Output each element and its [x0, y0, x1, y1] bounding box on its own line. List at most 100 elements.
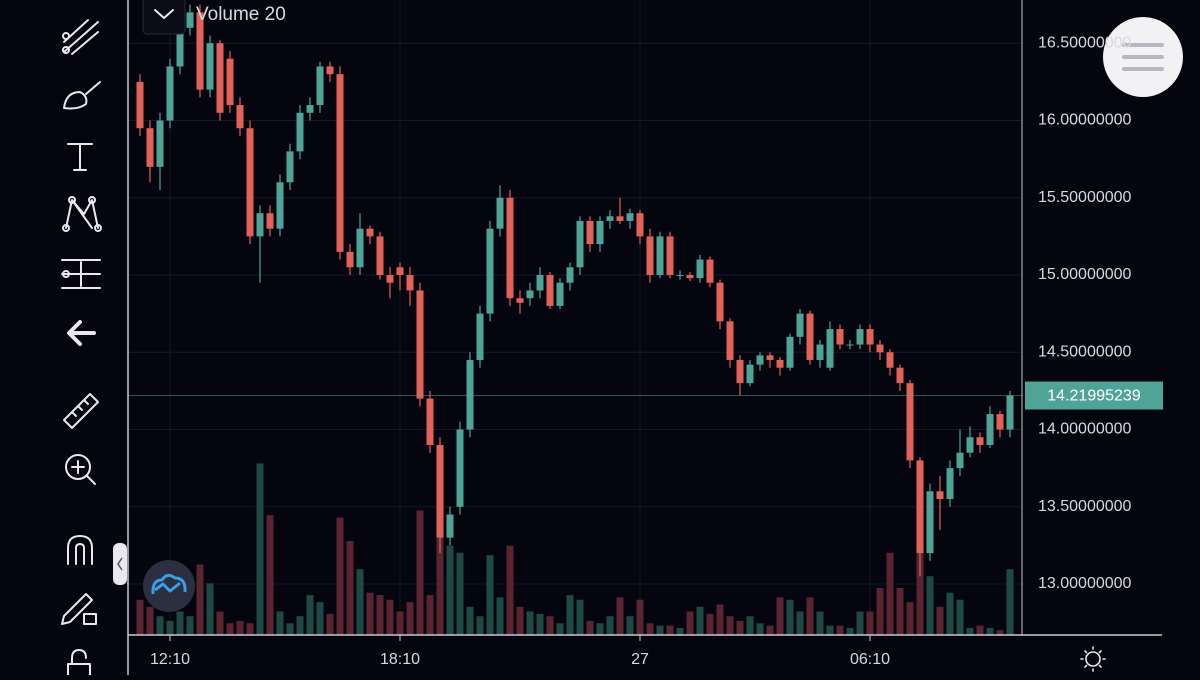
toolbar-handle[interactable] — [113, 543, 127, 585]
volume-bar — [456, 552, 464, 635]
volume-bar — [1006, 569, 1014, 635]
candle — [256, 205, 264, 635]
volume-bar — [976, 625, 984, 635]
volume-bar — [346, 541, 354, 635]
candle-body — [276, 182, 284, 229]
volume-bar — [686, 611, 694, 635]
candle — [386, 267, 394, 635]
candle-body — [546, 275, 554, 306]
candle — [186, 4, 194, 635]
volume-bar — [936, 606, 944, 635]
volume-bar — [786, 599, 794, 635]
zoom-icon[interactable] — [65, 454, 96, 485]
candle — [546, 271, 554, 635]
candle-body — [1006, 395, 1014, 430]
y-tick-label: 15.50000000 — [1038, 189, 1132, 206]
candle-body — [536, 275, 544, 291]
candle-body — [916, 460, 924, 554]
volume-bar — [256, 463, 264, 635]
prediction-icon[interactable] — [61, 259, 101, 289]
candle-body — [236, 105, 244, 129]
volume-bar — [156, 616, 164, 635]
volume-bar — [286, 623, 294, 635]
candle — [806, 310, 814, 635]
candle-body — [476, 313, 484, 360]
lock-drawings-icon[interactable] — [61, 593, 97, 625]
candle-body — [966, 437, 974, 453]
candle — [666, 231, 674, 635]
candle — [366, 225, 374, 635]
volume-bar — [676, 627, 684, 635]
candle — [786, 333, 794, 635]
candle — [886, 349, 894, 635]
candle-body — [586, 220, 594, 245]
volume-bar — [626, 616, 634, 635]
pattern-icon[interactable] — [62, 196, 102, 232]
candle-body — [286, 151, 294, 183]
volume-bar — [996, 630, 1004, 635]
candle — [966, 426, 974, 635]
logo-button[interactable] — [143, 560, 195, 612]
y-tick-label: 14.50000000 — [1038, 343, 1132, 360]
volume-bar — [526, 611, 534, 635]
candle — [426, 390, 434, 635]
candle-body — [986, 414, 994, 445]
candle-body — [826, 329, 834, 368]
candle-body — [886, 352, 894, 368]
candle — [156, 112, 164, 635]
candle — [496, 185, 504, 635]
volume-bar — [216, 611, 224, 635]
candle-body — [206, 43, 214, 90]
volume-bar — [606, 616, 614, 635]
candle — [236, 97, 244, 635]
volume-bar — [296, 616, 304, 635]
candle — [486, 220, 494, 635]
candle — [746, 359, 754, 635]
candle — [286, 143, 294, 635]
volume-bar — [596, 623, 604, 635]
candle — [876, 339, 884, 635]
candle-body — [846, 344, 854, 346]
volume-bar — [446, 545, 454, 635]
candle-body — [616, 216, 624, 221]
candle — [466, 352, 474, 635]
volume-bar — [246, 623, 254, 635]
plot — [128, 0, 1022, 635]
candle-body — [326, 66, 334, 75]
candle-body — [186, 12, 194, 28]
volume-bar — [886, 552, 894, 635]
candle-body — [676, 275, 684, 277]
brush-icon[interactable] — [63, 81, 101, 110]
volume-bar — [196, 564, 204, 635]
candle — [926, 483, 934, 635]
volume-bar — [486, 555, 494, 635]
settings-icon[interactable] — [1080, 646, 1106, 672]
y-tick-label: 13.50000000 — [1038, 498, 1132, 515]
lock-icon[interactable] — [67, 649, 91, 680]
candle-body — [896, 367, 904, 384]
y-tick-label: 15.00000000 — [1038, 266, 1132, 283]
candle — [206, 35, 214, 635]
candle-body — [756, 355, 764, 365]
candle-body — [856, 329, 864, 345]
candle-body — [466, 359, 474, 430]
candle — [986, 406, 994, 635]
ruler-icon[interactable] — [63, 393, 99, 429]
volume-bar — [226, 623, 234, 635]
candle — [776, 356, 784, 635]
candle — [656, 231, 664, 635]
text-icon[interactable] — [67, 143, 93, 171]
magnet-icon[interactable] — [67, 535, 93, 565]
volume-bar — [136, 599, 144, 635]
candle-body — [226, 58, 234, 106]
candle-body — [196, 12, 204, 90]
candle — [716, 279, 724, 635]
candle-body — [416, 290, 424, 399]
back-icon[interactable] — [67, 320, 96, 346]
candle — [836, 324, 844, 635]
candle — [906, 380, 914, 635]
candle — [456, 421, 464, 635]
trend-tools-icon[interactable] — [62, 19, 99, 55]
candle-body — [596, 220, 604, 245]
